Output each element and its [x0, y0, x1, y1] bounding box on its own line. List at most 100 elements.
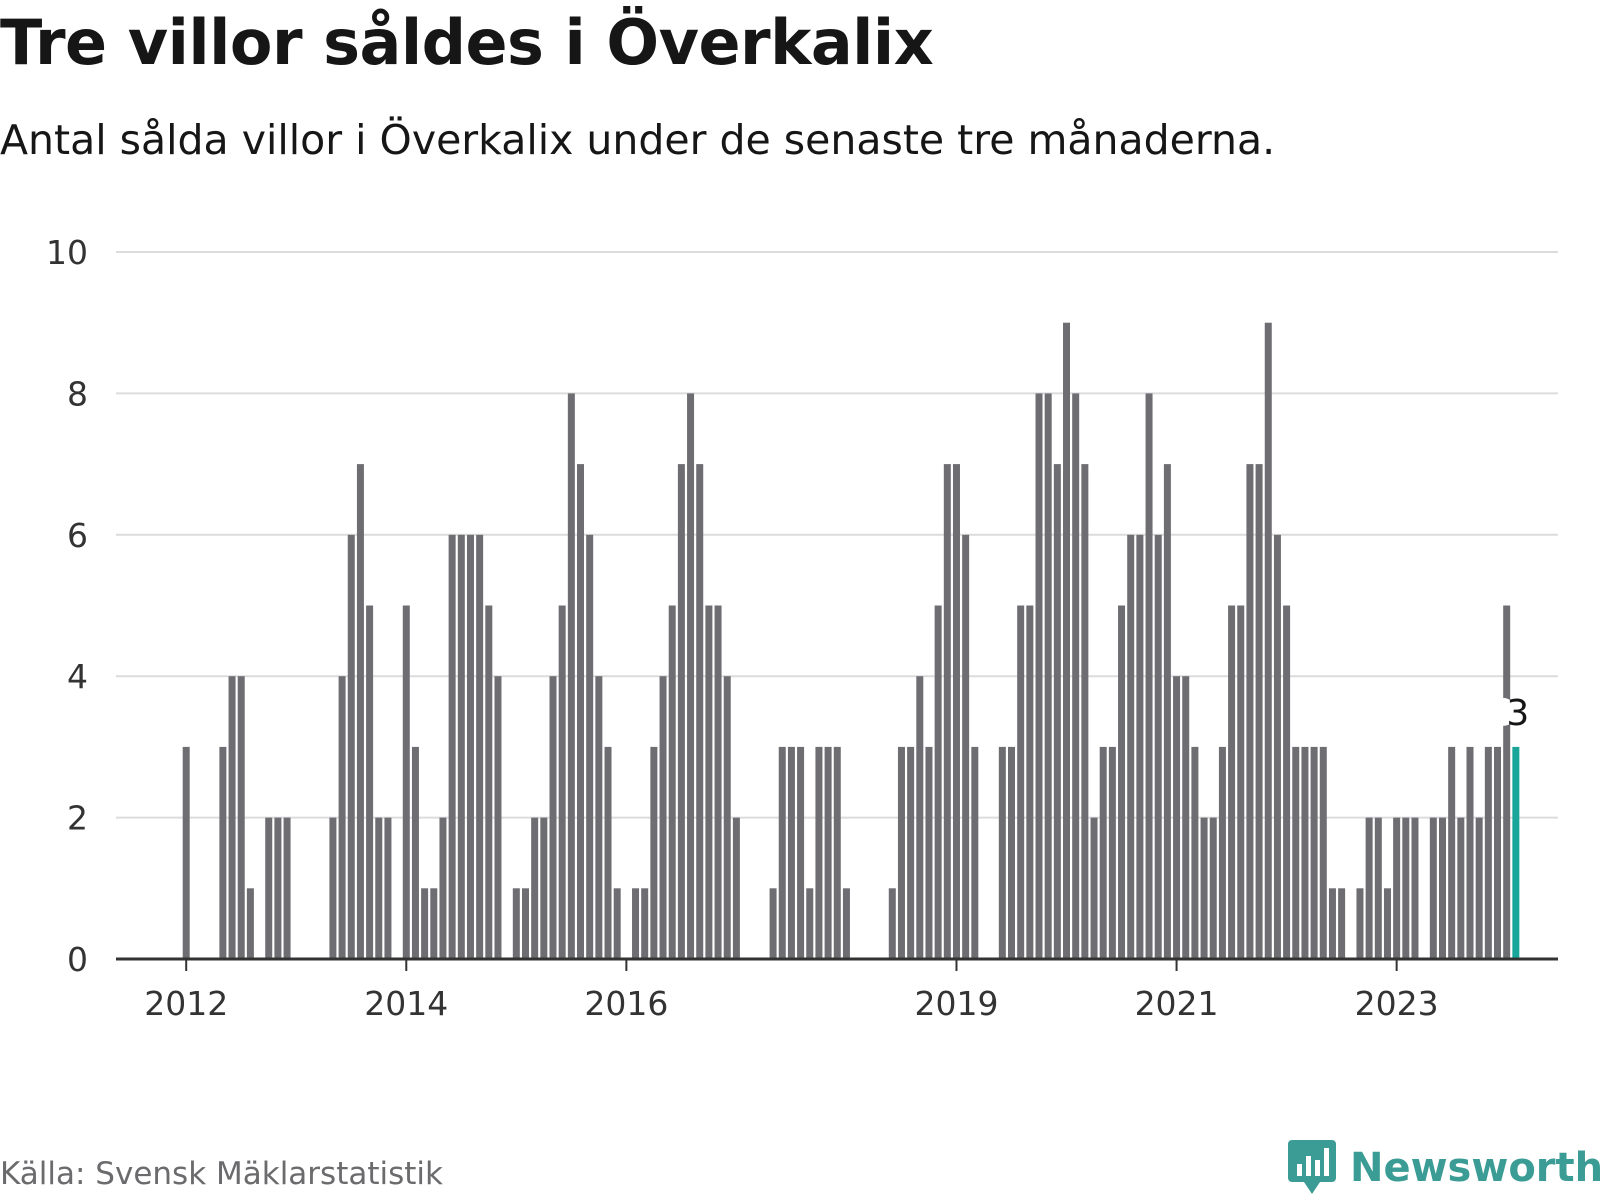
bar [952, 464, 960, 959]
bar [366, 605, 374, 959]
source-note: Källa: Svensk Mäklarstatistik [0, 1156, 443, 1192]
bar [925, 746, 933, 959]
bar [1310, 746, 1318, 959]
x-tick-label: 2014 [364, 984, 448, 1023]
annotation-label: 3 [1506, 693, 1529, 734]
bar [531, 817, 539, 959]
bar [769, 888, 777, 959]
bar [1237, 605, 1245, 959]
bar [1365, 817, 1373, 959]
bar [521, 888, 529, 959]
bar [888, 888, 896, 959]
y-tick-label: 2 [67, 799, 88, 838]
bar [1448, 746, 1456, 959]
bar [219, 746, 227, 959]
x-tick-label: 2019 [914, 984, 998, 1023]
bar [567, 393, 575, 959]
bar-highlight [1512, 746, 1520, 959]
bars [182, 322, 1520, 959]
bar [1374, 817, 1382, 959]
bar [421, 888, 429, 959]
chart-subtitle: Antal sålda villor i Överkalix under de … [0, 116, 1276, 164]
bar [182, 746, 190, 959]
y-tick-label: 0 [67, 940, 88, 979]
bar [265, 817, 273, 959]
bar [732, 817, 740, 959]
bar [1053, 464, 1061, 959]
bar [476, 534, 484, 959]
bar [962, 534, 970, 959]
bar [1484, 746, 1492, 959]
bar [237, 676, 245, 959]
bar [1118, 605, 1126, 959]
bar [1319, 746, 1327, 959]
bar [668, 605, 676, 959]
bar [1163, 464, 1171, 959]
bar [806, 888, 814, 959]
bar [1017, 605, 1025, 959]
bar [778, 746, 786, 959]
chart-title: Tre villor såldes i Överkalix [0, 6, 934, 79]
bar [1136, 534, 1144, 959]
bar [1218, 746, 1226, 959]
bar [943, 464, 951, 959]
bar [1283, 605, 1291, 959]
bar [512, 888, 520, 959]
bar [246, 888, 254, 959]
brand-name: Newsworthy [1350, 1145, 1600, 1191]
gridlines [116, 251, 1558, 819]
bar [1264, 322, 1272, 959]
axes [116, 957, 1558, 971]
bar [705, 605, 713, 959]
bar [833, 746, 841, 959]
bar [1035, 393, 1043, 959]
y-tick-label: 10 [46, 233, 88, 272]
bar [595, 676, 603, 959]
bar [1328, 888, 1336, 959]
bar [448, 534, 456, 959]
bar [971, 746, 979, 959]
bar [687, 393, 695, 959]
bar [1145, 393, 1153, 959]
bar [907, 746, 915, 959]
bar [1026, 605, 1034, 959]
bar [1356, 888, 1364, 959]
bar [1457, 817, 1465, 959]
bar [1090, 817, 1098, 959]
bar [411, 746, 419, 959]
bar [558, 605, 566, 959]
bar [228, 676, 236, 959]
bar [549, 676, 557, 959]
bar [1209, 817, 1217, 959]
bar [824, 746, 832, 959]
bar [457, 534, 465, 959]
labels: 0 2 4 6 8 10 2012 2014 2016 2019 2021 2023 3 [46, 233, 1529, 1023]
annotation-halo [1488, 697, 1517, 726]
bar [1099, 746, 1107, 959]
bar [787, 746, 795, 959]
bar [1411, 817, 1419, 959]
bar [1191, 746, 1199, 959]
bar [1383, 888, 1391, 959]
bar [356, 464, 364, 959]
bar [842, 888, 850, 959]
bar [723, 676, 731, 959]
brand-logo: Newsworthy [1288, 1140, 1600, 1196]
bar [696, 464, 704, 959]
bar [1063, 322, 1071, 959]
bar [1228, 605, 1236, 959]
bar [1503, 605, 1511, 959]
bar [384, 817, 392, 959]
y-tick-label: 8 [67, 374, 88, 413]
bar [659, 676, 667, 959]
bar [1154, 534, 1162, 959]
bar [613, 888, 621, 959]
bar [797, 746, 805, 959]
bar [1008, 746, 1015, 959]
bar [494, 676, 502, 959]
x-tick-label: 2021 [1135, 984, 1219, 1023]
bar [998, 746, 1006, 959]
bar [1466, 746, 1474, 959]
bar [1273, 534, 1281, 959]
